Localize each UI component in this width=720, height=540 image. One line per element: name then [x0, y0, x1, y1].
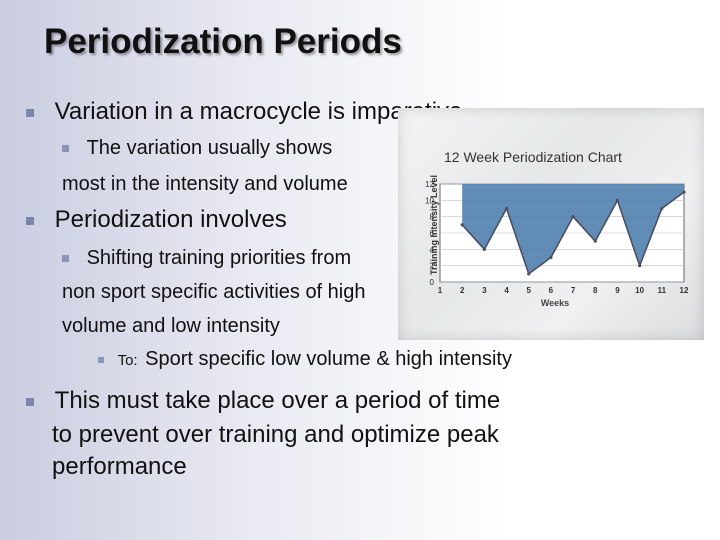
slide-title: Periodization Periods [44, 22, 402, 61]
data-point [615, 198, 620, 202]
x-tick-label: 4 [504, 286, 509, 295]
data-point [571, 215, 575, 219]
series-segment [616, 200, 641, 266]
y-tick-label: 0 [430, 278, 435, 287]
bullet-1a-line1: The variation usually shows [86, 137, 333, 159]
bullet-marker [62, 145, 69, 153]
bullet-3-line1: This must take place over a period of ti… [54, 387, 501, 414]
data-point [460, 223, 464, 227]
x-tick-label: 2 [460, 286, 465, 295]
y-tick-label: 10 [425, 196, 434, 205]
y-tick-label: 2 [430, 262, 435, 271]
bullet-2a-i-text: Sport specific low volume & high intensi… [145, 348, 512, 370]
series-segment [461, 224, 485, 250]
data-point [660, 206, 664, 211]
y-tick-label: 12 [425, 180, 434, 189]
bullet-3-line2: to prevent over training and optimize pe… [52, 421, 499, 448]
data-point [549, 255, 553, 260]
y-axis-label: Training Intensity Level [429, 174, 439, 275]
x-tick-label: 7 [571, 286, 576, 295]
series-segment [483, 208, 508, 250]
data-point [638, 264, 642, 268]
x-tick-label: 10 [635, 286, 644, 295]
y-tick-label: 4 [430, 245, 435, 254]
series-segment [572, 216, 596, 242]
bullet-marker [98, 356, 104, 363]
bullet-marker [26, 108, 34, 117]
series-segment [638, 208, 663, 266]
x-axis-label: Weeks [541, 298, 569, 308]
x-tick-label: 8 [593, 286, 598, 295]
series-area [462, 184, 684, 274]
bullet-2a-line3: volume and low intensity [62, 315, 280, 337]
chart-series [460, 184, 686, 276]
bullet-marker [26, 216, 34, 225]
x-tick-label: 9 [615, 286, 620, 295]
bullet-marker [62, 255, 69, 263]
x-tick-label: 11 [658, 286, 667, 295]
bullet-3: This must take place over a period of ti… [26, 387, 500, 415]
bullet-2a-i-prefix: To: [117, 352, 138, 369]
bullet-2a: Shifting training priorities from [62, 246, 351, 270]
bullet-1-text: Variation in a macrocycle is imparative [54, 98, 463, 125]
x-tick-label: 1 [438, 286, 443, 295]
series-segment [594, 199, 619, 242]
chart-title: 12 Week Periodization Chart [444, 149, 622, 165]
series-segment [528, 256, 552, 275]
data-point [593, 239, 597, 243]
bullet-3-line3: performance [52, 453, 187, 480]
y-tick-label: 8 [430, 213, 435, 222]
x-tick-label: 12 [680, 286, 689, 295]
bullet-1a: The variation usually shows [62, 136, 332, 160]
bullet-1: Variation in a macrocycle is imparative [26, 98, 462, 126]
bullet-2a-i: To: Sport specific low volume & high int… [98, 347, 512, 373]
x-tick-label: 3 [482, 286, 487, 295]
series-segment [661, 191, 685, 210]
x-tick-labels: 1 2 3 4 5 6 7 8 9 10 11 12 [438, 286, 689, 295]
x-tick-label: 6 [549, 286, 554, 295]
bullet-2a-line1: Shifting training priorities from [86, 247, 352, 269]
bullet-2a-line2: non sport specific activities of high [62, 281, 366, 303]
data-point [482, 247, 486, 251]
series-segment [505, 208, 530, 275]
data-point [527, 272, 531, 276]
bullet-2: Periodization involves [26, 206, 287, 234]
bullet-2-text: Periodization involves [54, 206, 287, 233]
series-segment [550, 216, 574, 258]
data-point [682, 190, 686, 194]
y-tick-labels: 0 2 4 6 8 10 12 [425, 180, 434, 287]
bullet-1a-line2: most in the intensity and volume [62, 173, 348, 195]
x-tick-label: 5 [527, 286, 532, 295]
y-tick-label: 6 [430, 229, 435, 238]
data-point [504, 206, 509, 211]
bullet-marker [26, 397, 34, 406]
